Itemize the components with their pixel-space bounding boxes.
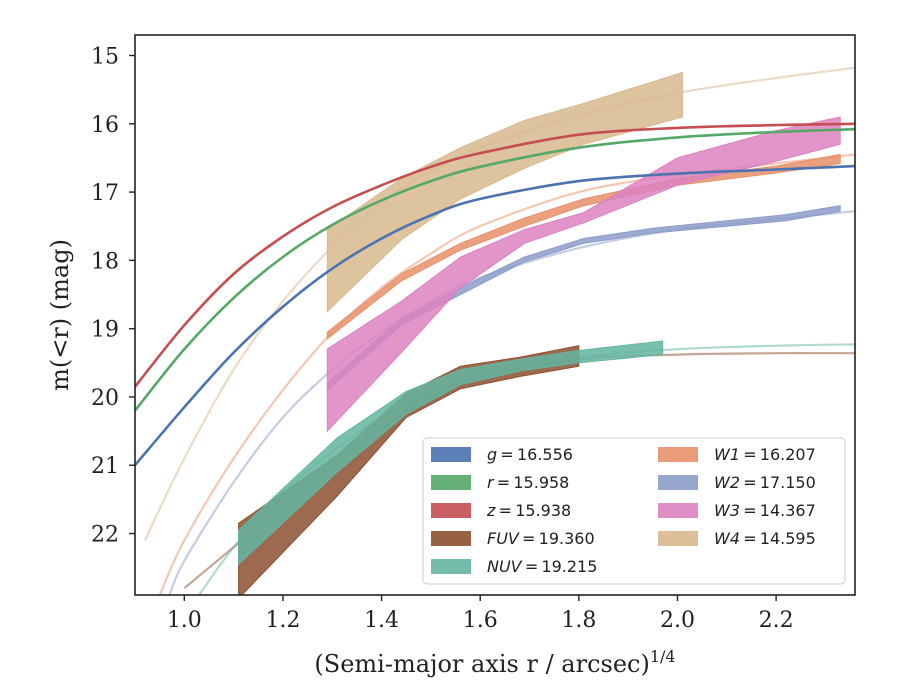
legend-swatch [431,503,471,518]
band-w3 [326,116,841,433]
model-line-z [135,122,855,388]
axes-layer: 1.0 1.2 1.4 1.6 1.8 2.0 2.2 15 16 17 18 19 20 21 22 [91,44,794,633]
y-tick-label: 16 [91,113,119,138]
band-w2 [326,205,841,392]
legend-swatch [431,559,471,574]
legend-label: FUV = 19.360 [487,529,595,548]
legend-swatch [658,503,698,518]
legend-swatch [658,475,698,490]
band-nuv [238,340,664,566]
plot-frame [134,34,856,596]
x-tick-label: 1.0 [167,608,202,633]
x-tick-label: 1.8 [561,608,596,633]
legend: g = 16.556 r = 15.958 z = 15.938 FUV = 19.3… [422,437,846,585]
x-axis-label: (Semi-major axis r / arcsec)1/4 [314,647,675,678]
x-tick-label: 1.6 [463,608,498,633]
legend-item-w3: W3 = 14.367 [658,501,816,520]
legend-label: r = 15.958 [487,473,569,492]
y-tick-label: 21 [91,454,119,479]
legend-item-fuv: FUV = 19.360 [431,529,595,548]
legend-item-r: r = 15.958 [431,473,569,492]
legend-label: NUV = 19.215 [487,557,597,576]
legend-item-nuv: NUV = 19.215 [431,557,597,576]
legend-label: g = 16.556 [487,445,573,464]
y-tick-label: 19 [91,318,119,343]
legend-label: z = 15.938 [486,501,571,520]
model-line-g [135,164,855,467]
legend-item-w1: W1 = 16.207 [658,445,816,464]
y-axis-label: m(<r) (mag) [46,239,74,391]
legend-swatch [431,447,471,462]
x-tick-label: 2.0 [660,608,695,633]
legend-swatch [658,531,698,546]
x-tick-label: 1.2 [265,608,300,633]
legend-swatch [658,447,698,462]
y-tick-label: 18 [91,249,119,274]
series-layer [135,66,855,595]
y-tick-label: 22 [91,523,119,548]
y-tick-label: 15 [91,44,119,69]
legend-item-w2: W2 = 17.150 [658,473,816,492]
legend-item-g: g = 16.556 [431,445,573,464]
legend-label: W1 = 16.207 [714,445,816,464]
y-tick-label: 20 [91,386,119,411]
legend-swatch [431,475,471,490]
legend-label: W2 = 17.150 [714,473,816,492]
legend-swatch [431,531,471,546]
model-line-r [135,127,855,412]
band-w1 [326,153,841,340]
y-tick-label: 17 [91,181,119,206]
legend-item-w4: W4 = 14.595 [658,529,816,548]
x-tick-label: 1.4 [364,608,399,633]
legend-item-z: z = 15.938 [431,501,571,520]
legend-frame [422,437,846,585]
legend-label: W4 = 14.595 [714,529,816,548]
x-tick-label: 2.2 [759,608,794,633]
legend-label: W3 = 14.367 [714,501,816,520]
